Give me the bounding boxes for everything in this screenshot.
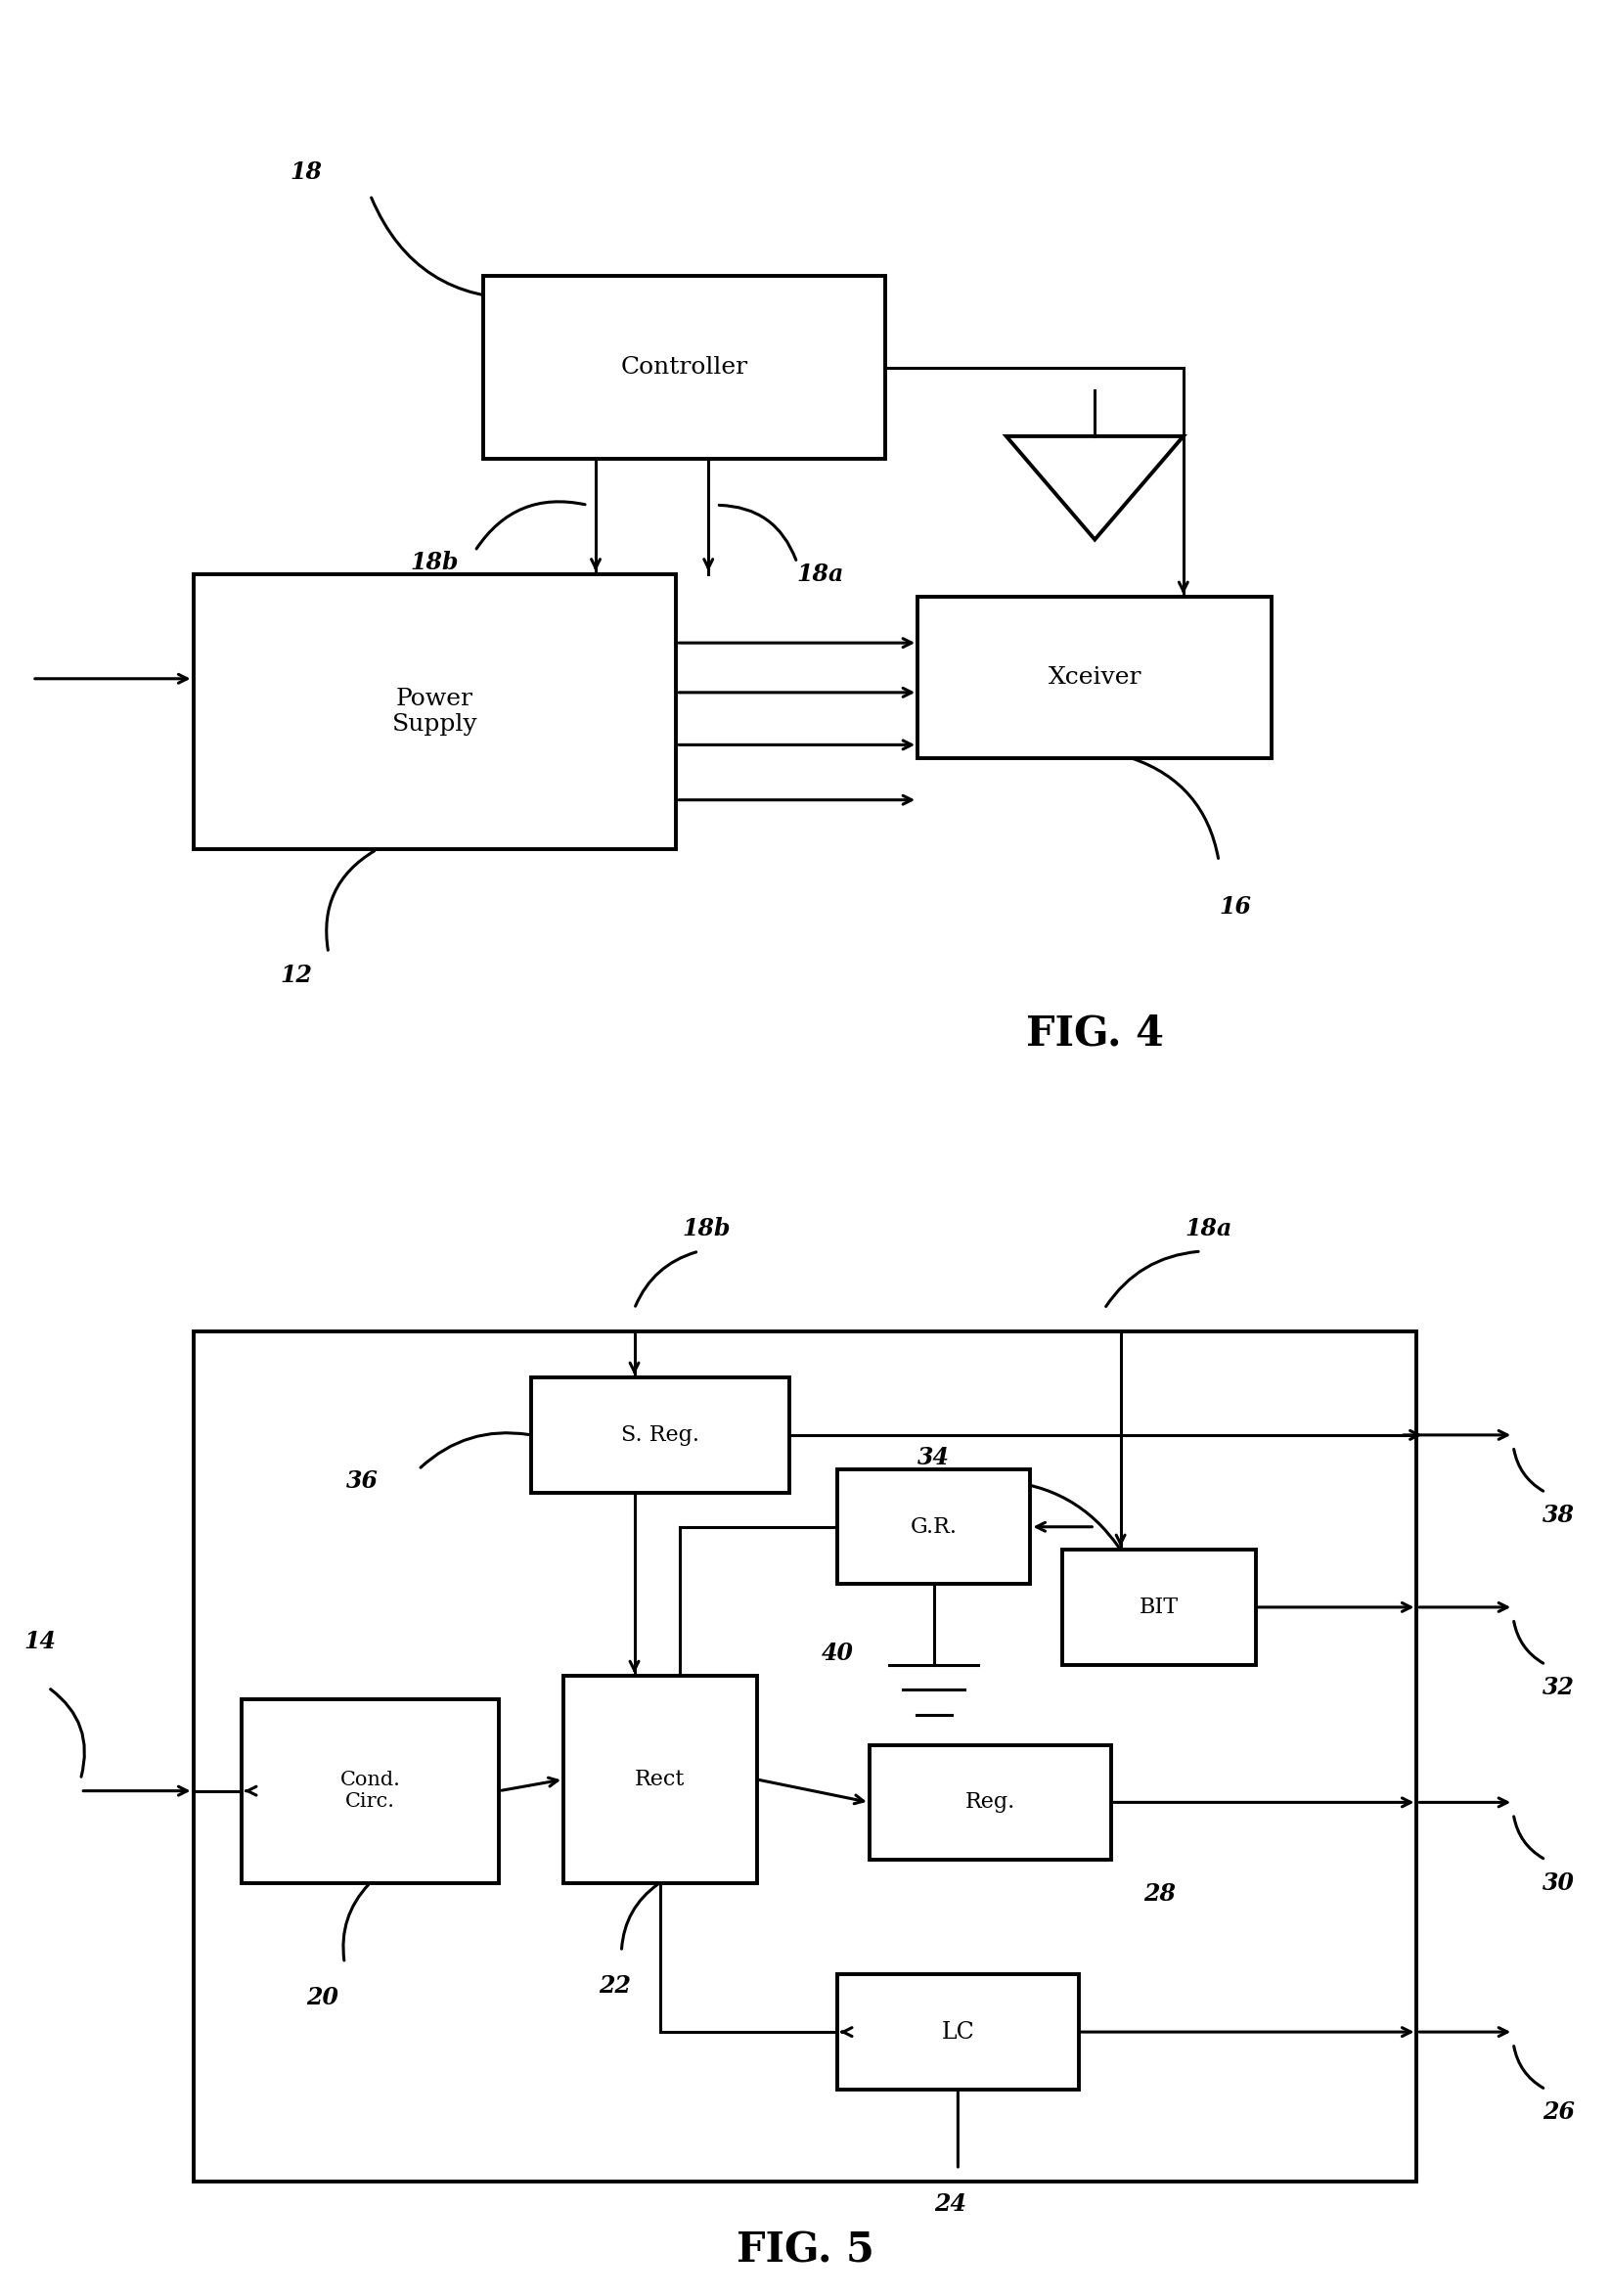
Text: Rect: Rect [634,1768,686,1791]
Text: Xceiver: Xceiver [1048,666,1141,689]
Text: 34: 34 [918,1446,950,1469]
Bar [869,1745,1111,1860]
Bar [531,1378,789,1492]
Text: Controller: Controller [620,356,749,379]
Text: 18b: 18b [683,1217,731,1240]
Text: 30: 30 [1542,1871,1575,1894]
Text: S. Reg.: S. Reg. [621,1424,699,1446]
Text: 18: 18 [290,161,322,184]
Text: LC: LC [942,2020,974,2043]
Text: FIG. 5: FIG. 5 [736,2229,874,2271]
Text: G.R.: G.R. [910,1515,958,1538]
Bar [193,574,676,850]
Text: 22: 22 [599,1975,631,1998]
Bar [1063,1550,1256,1665]
Text: 14: 14 [24,1630,56,1653]
Bar [483,276,886,459]
Text: 18b: 18b [411,551,459,574]
Text: Cond.
Circ.: Cond. Circ. [340,1770,401,1812]
Text: FIG. 4: FIG. 4 [1026,1013,1164,1054]
Bar [837,1469,1030,1584]
Text: 28: 28 [1143,1883,1175,1906]
Bar [837,1975,1079,2089]
Text: 18a: 18a [1185,1217,1232,1240]
Text: 20: 20 [306,1986,338,2009]
Text: 36: 36 [346,1469,378,1492]
Bar [563,1676,757,1883]
Text: 32: 32 [1542,1676,1575,1699]
Text: 12: 12 [280,964,312,987]
Text: BIT: BIT [1140,1596,1179,1619]
Text: 18a: 18a [797,563,844,585]
Text: Power
Supply: Power Supply [391,687,478,737]
Bar [241,1699,499,1883]
Text: 38: 38 [1542,1504,1575,1527]
Text: 40: 40 [821,1642,853,1665]
Text: Reg.: Reg. [964,1791,1016,1814]
Text: 16: 16 [1219,895,1251,918]
Text: 26: 26 [1542,2101,1575,2124]
Bar [918,597,1272,758]
Text: 24: 24 [934,2193,966,2216]
Bar [193,1332,1417,2181]
